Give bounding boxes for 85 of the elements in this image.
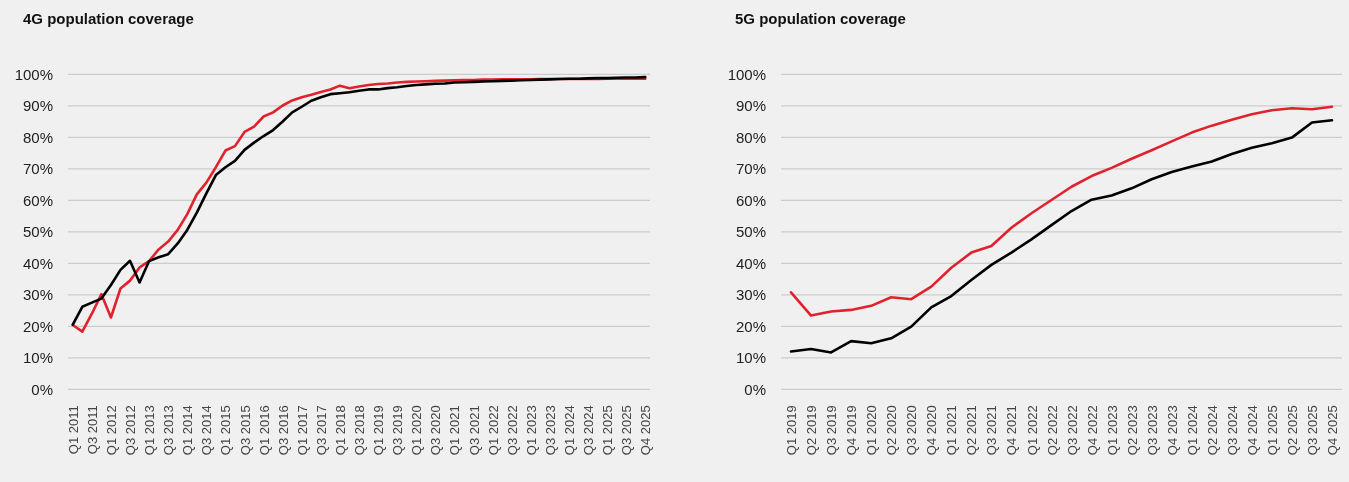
chart-title: 5G population coverage bbox=[735, 10, 906, 27]
x-tick-label: Q1 2015 bbox=[218, 405, 234, 456]
chart-title: 4G population coverage bbox=[23, 10, 194, 27]
x-tick-label: Q1 2021 bbox=[447, 405, 463, 456]
x-tick-label: Q1 2012 bbox=[103, 405, 119, 456]
x-tick-label: Q1 2022 bbox=[485, 405, 501, 456]
x-tick-label: Q3 2019 bbox=[390, 405, 406, 456]
x-tick-label: Q4 2021 bbox=[1004, 405, 1020, 456]
x-tick-label: Q3 2016 bbox=[275, 405, 291, 456]
x-tick-label: Q1 2024 bbox=[561, 405, 577, 456]
x-tick-label: Q3 2025 bbox=[1305, 405, 1320, 456]
x-tick-label: Q4 2025 bbox=[1325, 405, 1341, 456]
y-tick-label: 60% bbox=[22, 191, 53, 209]
x-tick-label: Q4 2023 bbox=[1164, 405, 1180, 456]
x-tick-label: Q3 2022 bbox=[504, 405, 520, 456]
x-tick-label: Q1 2024 bbox=[1184, 405, 1200, 456]
x-tick-label: Q3 2023 bbox=[542, 405, 558, 456]
x-tick-label: Q3 2015 bbox=[237, 405, 253, 456]
x-tick-label: Q3 2023 bbox=[1144, 405, 1160, 456]
x-tick-label: Q3 2018 bbox=[352, 405, 368, 456]
x-tick-label: Q2 2022 bbox=[1044, 405, 1060, 456]
y-tick-label: 10% bbox=[735, 349, 766, 367]
y-tick-label: 40% bbox=[735, 254, 766, 272]
x-tick-label: Q1 2025 bbox=[1264, 405, 1280, 456]
y-tick-label: 30% bbox=[735, 286, 766, 304]
y-tick-label: 40% bbox=[22, 254, 53, 272]
x-tick-label: Q3 2020 bbox=[428, 405, 444, 456]
x-tick-label: Q4 2020 bbox=[924, 405, 940, 456]
x-tick-label: Q1 2018 bbox=[332, 405, 348, 456]
x-tick-label: Q1 2017 bbox=[294, 405, 310, 456]
x-tick-label: Q1 2022 bbox=[1024, 405, 1040, 456]
x-tick-label: Q3 2017 bbox=[313, 405, 329, 456]
x-tick-label: Q3 2021 bbox=[466, 405, 482, 456]
x-tick-label: Q1 2023 bbox=[523, 405, 539, 456]
y-tick-label: 30% bbox=[22, 286, 53, 304]
y-tick-label: 80% bbox=[22, 128, 53, 146]
x-tick-label: Q4 2019 bbox=[844, 405, 860, 456]
x-tick-label: Q1 2020 bbox=[864, 405, 880, 456]
x-tick-label: Q4 2022 bbox=[1084, 405, 1100, 456]
x-tick-label: Q1 2016 bbox=[256, 405, 272, 456]
x-tick-label: Q1 2019 bbox=[784, 405, 800, 456]
x-tick-label: Q3 2025 bbox=[619, 405, 635, 456]
x-tick-label: Q3 2014 bbox=[199, 405, 215, 456]
x-tick-label: Q2 2025 bbox=[1284, 405, 1300, 456]
x-tick-label: Q1 2011 bbox=[65, 405, 81, 455]
x-tick-label: Q4 2024 bbox=[1244, 405, 1260, 456]
x-tick-label: Q2 2020 bbox=[884, 405, 900, 456]
y-tick-label: 20% bbox=[735, 317, 766, 335]
x-tick-label: Q1 2020 bbox=[409, 405, 425, 456]
y-tick-label: 70% bbox=[735, 160, 766, 178]
y-tick-label: 70% bbox=[22, 160, 53, 178]
x-tick-label: Q1 2021 bbox=[944, 405, 960, 456]
x-tick-label: Q3 2024 bbox=[1224, 405, 1240, 456]
x-tick-label: Q1 2014 bbox=[180, 405, 196, 456]
x-tick-label: Q3 2019 bbox=[824, 405, 840, 456]
x-tick-label: Q3 2020 bbox=[904, 405, 920, 456]
y-tick-label: 10% bbox=[22, 349, 53, 367]
y-tick-label: 80% bbox=[735, 128, 766, 146]
x-tick-label: Q2 2023 bbox=[1124, 405, 1140, 456]
x-tick-label: Q2 2021 bbox=[964, 405, 980, 456]
x-tick-label: Q1 2025 bbox=[600, 405, 616, 456]
y-tick-label: 90% bbox=[735, 97, 766, 115]
y-tick-label: 0% bbox=[31, 380, 53, 398]
line-series bbox=[789, 105, 1334, 317]
x-tick-label: Q3 2012 bbox=[123, 405, 139, 456]
x-tick-label: Q1 2013 bbox=[142, 405, 158, 456]
y-tick-label: 100% bbox=[14, 65, 53, 83]
y-tick-label: 50% bbox=[22, 223, 53, 241]
x-tick-label: Q1 2023 bbox=[1104, 405, 1120, 456]
y-tick-label: 20% bbox=[22, 317, 53, 335]
x-tick-label: Q3 2021 bbox=[984, 405, 1000, 456]
y-tick-label: 90% bbox=[22, 97, 53, 115]
y-tick-label: 0% bbox=[744, 380, 766, 398]
line-series bbox=[789, 118, 1334, 354]
x-tick-label: Q3 2022 bbox=[1064, 405, 1080, 456]
y-tick-label: 50% bbox=[735, 223, 766, 241]
x-tick-label: Q1 2019 bbox=[371, 405, 387, 456]
x-tick-label: Q3 2024 bbox=[581, 405, 597, 456]
x-tick-label: Q2 2024 bbox=[1204, 405, 1220, 456]
x-tick-label: Q3 2011 bbox=[84, 405, 100, 455]
y-tick-label: 60% bbox=[735, 191, 766, 209]
x-tick-label: Q4 2025 bbox=[638, 405, 654, 456]
x-tick-label: Q3 2013 bbox=[161, 405, 177, 456]
y-tick-label: 100% bbox=[727, 65, 766, 83]
x-tick-label: Q2 2019 bbox=[804, 405, 820, 456]
